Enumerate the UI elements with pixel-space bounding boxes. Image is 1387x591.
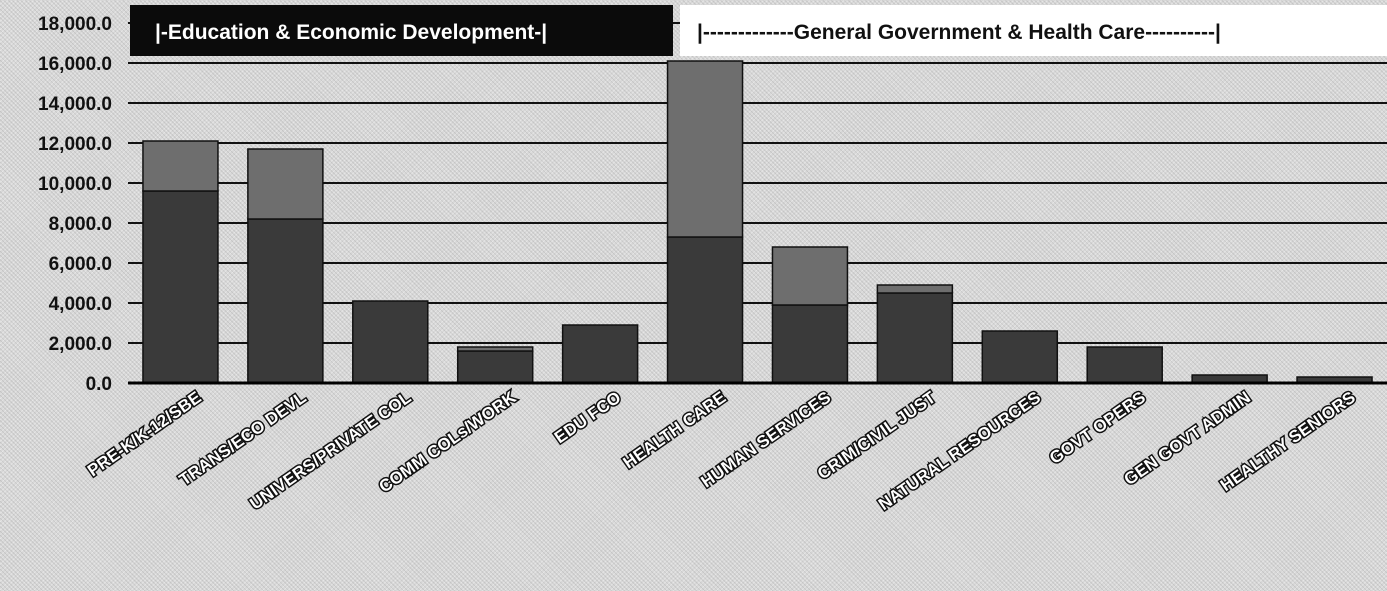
y-tick-label: 16,000.0 bbox=[38, 54, 112, 75]
bar-segment bbox=[1086, 346, 1163, 384]
bar-segment bbox=[352, 300, 429, 384]
y-tick-label: 12,000.0 bbox=[38, 134, 112, 155]
y-tick-label: 6,000.0 bbox=[49, 254, 112, 275]
x-category-label: HEALTH CARE bbox=[620, 388, 730, 473]
bar-segment bbox=[456, 346, 534, 352]
y-axis-tick-labels: 0.0 2,000.0 4,000.0 6,000.0 8,000.0 10,000.0 1… bbox=[38, 14, 112, 395]
bar-segment bbox=[771, 246, 849, 306]
bar-segment bbox=[771, 304, 849, 384]
bar-segment bbox=[142, 140, 219, 192]
bar-segment bbox=[666, 236, 744, 384]
y-tick-label: 0.0 bbox=[86, 374, 112, 395]
y-tick-label: 10,000.0 bbox=[38, 174, 112, 195]
education-banner-label: |-Education & Economic Development-| bbox=[155, 21, 547, 44]
y-tick-label: 2,000.0 bbox=[49, 334, 112, 355]
government-banner-label: |-------------General Government & Healt… bbox=[697, 21, 1221, 44]
x-category-label: GOVT OPERS bbox=[1046, 388, 1149, 468]
bar-segment bbox=[876, 284, 954, 294]
government-group-banner: |-------------General Government & Healt… bbox=[680, 5, 1387, 56]
y-tick-label: 8,000.0 bbox=[49, 214, 112, 235]
y-tick-label: 4,000.0 bbox=[49, 294, 112, 315]
bar-segment bbox=[981, 330, 1059, 384]
y-tick-label: 18,000.0 bbox=[38, 14, 112, 35]
bar-segment bbox=[142, 190, 219, 384]
bar-segment bbox=[666, 60, 744, 238]
y-tick-label: 14,000.0 bbox=[38, 94, 112, 115]
bar-segment bbox=[561, 324, 639, 384]
x-category-label: EDU FCO bbox=[551, 388, 625, 447]
bar-segment bbox=[247, 218, 324, 384]
education-group-banner: |-Education & Economic Development-| bbox=[130, 5, 673, 56]
bar-segment bbox=[247, 148, 324, 220]
bar-segment bbox=[876, 292, 954, 384]
bar-segment bbox=[456, 350, 534, 384]
